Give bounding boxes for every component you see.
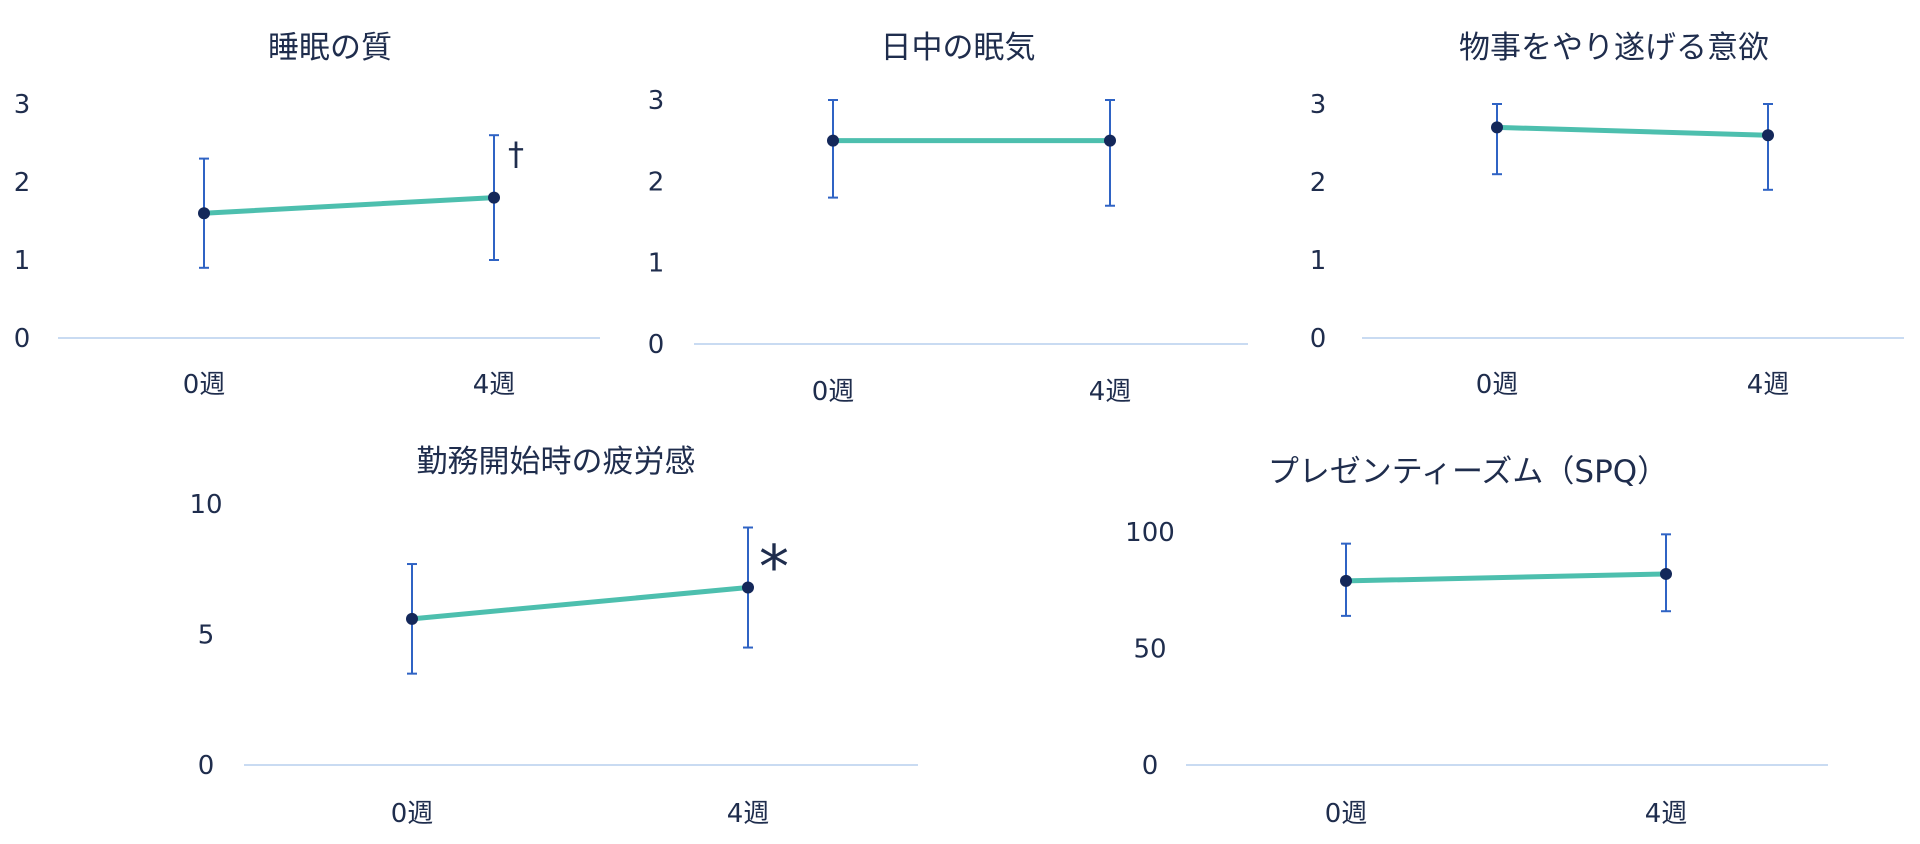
x-tick-label: 4週 [1645, 799, 1688, 829]
chart-title: 勤務開始時の疲労感 [417, 444, 696, 480]
data-point [742, 581, 754, 594]
x-tick-label: 0週 [183, 370, 226, 400]
y-tick-label: 0 [1142, 751, 1159, 781]
data-point [1104, 134, 1116, 147]
y-tick-label: 0 [648, 330, 665, 360]
x-tick-label: 4週 [1747, 370, 1790, 400]
chart-title: 日中の眠気 [881, 30, 1036, 66]
y-tick-label: 1 [1310, 246, 1327, 276]
x-tick-label: 0週 [1476, 370, 1519, 400]
y-tick-label: 1 [14, 246, 31, 276]
data-point [827, 134, 839, 147]
y-tick-label: 1 [648, 249, 665, 279]
data-point [1762, 129, 1774, 142]
data-point [1660, 567, 1672, 580]
x-tick-label: 0週 [812, 377, 855, 407]
data-point [488, 191, 500, 204]
x-tick-label: 4週 [727, 799, 770, 829]
data-point [1340, 574, 1352, 587]
y-tick-label: 3 [1310, 90, 1327, 120]
data-point [406, 612, 418, 625]
y-tick-label: 0 [198, 751, 215, 781]
significance-mark: † [508, 135, 524, 173]
y-tick-label: 2 [648, 167, 665, 197]
x-tick-label: 4週 [473, 370, 516, 400]
y-tick-label: 0 [14, 324, 31, 354]
y-tick-label: 2 [1310, 168, 1327, 198]
y-tick-label: 0 [1310, 324, 1327, 354]
x-tick-label: 0週 [1325, 799, 1368, 829]
significance-mark: * [759, 532, 789, 602]
y-tick-label: 3 [648, 86, 665, 116]
y-tick-label: 50 [1133, 635, 1166, 665]
chart-title: 睡眠の質 [268, 30, 392, 66]
chart-title: 物事をやり遂げる意欲 [1459, 30, 1769, 66]
x-tick-label: 4週 [1089, 377, 1132, 407]
y-tick-label: 2 [14, 168, 31, 198]
chart-title: プレゼンティーズム（SPQ） [1268, 454, 1668, 490]
series-line [1494, 124, 1771, 138]
y-tick-label: 3 [14, 90, 31, 120]
y-tick-label: 100 [1125, 518, 1175, 548]
data-point [1491, 121, 1503, 134]
x-tick-label: 0週 [391, 799, 434, 829]
y-tick-label: 5 [198, 621, 215, 651]
series-line [409, 585, 751, 622]
series-line [201, 195, 497, 216]
y-tick-label: 10 [189, 490, 222, 520]
series-line [1343, 571, 1669, 584]
data-point [198, 207, 210, 220]
